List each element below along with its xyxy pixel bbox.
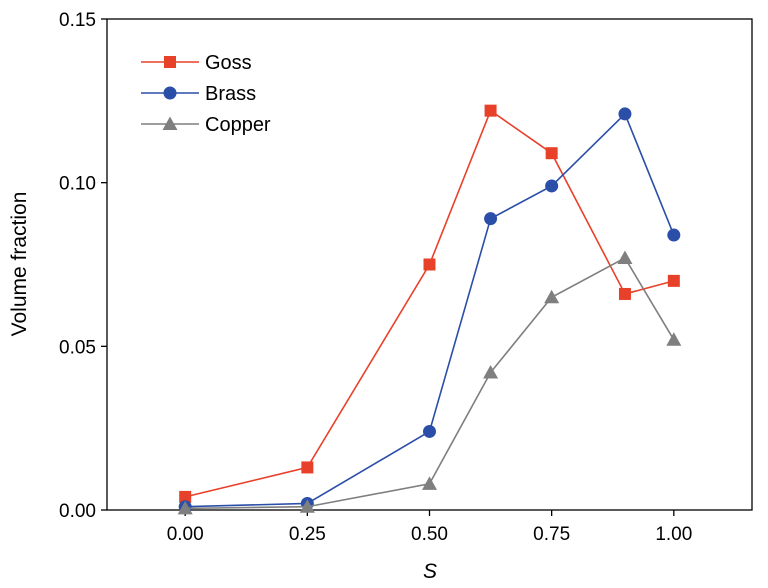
goss-point xyxy=(301,461,314,474)
y-tick-label: 0.05 xyxy=(59,337,96,358)
copper-point xyxy=(617,250,633,264)
y-axis: 0.00 0.05 0.10 0.15 xyxy=(59,10,107,522)
goss-point xyxy=(667,274,680,287)
copper-point xyxy=(177,500,193,515)
legend-label-copper: Copper xyxy=(205,114,271,136)
goss-point xyxy=(545,147,558,160)
copper-point xyxy=(666,332,682,346)
y-tick-label: 0.15 xyxy=(59,10,96,31)
x-tick-label: 0.50 xyxy=(411,524,448,545)
series-copper xyxy=(177,250,682,515)
legend-item-brass: Brass xyxy=(141,83,256,105)
series-goss xyxy=(179,104,680,503)
series-layer xyxy=(177,104,682,515)
brass-point xyxy=(484,212,498,226)
legend-marker-goss xyxy=(164,56,176,68)
y-tick-label: 0.10 xyxy=(59,174,96,195)
brass-point xyxy=(618,107,632,121)
copper-line xyxy=(185,256,675,510)
y-axis-title: Volume fraction xyxy=(8,192,31,337)
copper-point xyxy=(483,365,499,379)
brass-point xyxy=(545,179,559,193)
x-axis-title: S xyxy=(423,560,437,583)
x-axis: 0.00 0.25 0.50 0.75 1.00 xyxy=(167,510,692,545)
legend-item-copper: Copper xyxy=(141,114,271,136)
x-tick-label: 0.75 xyxy=(533,524,570,545)
brass-line xyxy=(185,112,675,508)
legend-marker-copper xyxy=(162,116,178,130)
goss-line xyxy=(184,109,675,498)
x-tick-label: 1.00 xyxy=(655,524,692,545)
series-brass xyxy=(178,107,681,514)
legend-label-goss: Goss xyxy=(205,52,252,74)
goss-point xyxy=(484,104,497,117)
x-tick-label: 0.25 xyxy=(289,524,326,545)
legend-item-goss: Goss xyxy=(141,52,252,74)
legend: Goss Brass Copper xyxy=(141,52,271,136)
x-tick-label: 0.00 xyxy=(167,524,204,545)
copper-point xyxy=(422,476,437,490)
goss-point xyxy=(179,490,192,503)
brass-point xyxy=(423,424,436,438)
y-tick-label: 0.00 xyxy=(59,501,96,522)
goss-point xyxy=(423,258,436,271)
legend-marker-brass xyxy=(163,86,177,100)
brass-point xyxy=(667,228,681,242)
copper-point xyxy=(299,499,315,513)
legend-label-brass: Brass xyxy=(205,83,256,105)
copper-point xyxy=(544,289,560,304)
goss-point xyxy=(618,287,631,300)
